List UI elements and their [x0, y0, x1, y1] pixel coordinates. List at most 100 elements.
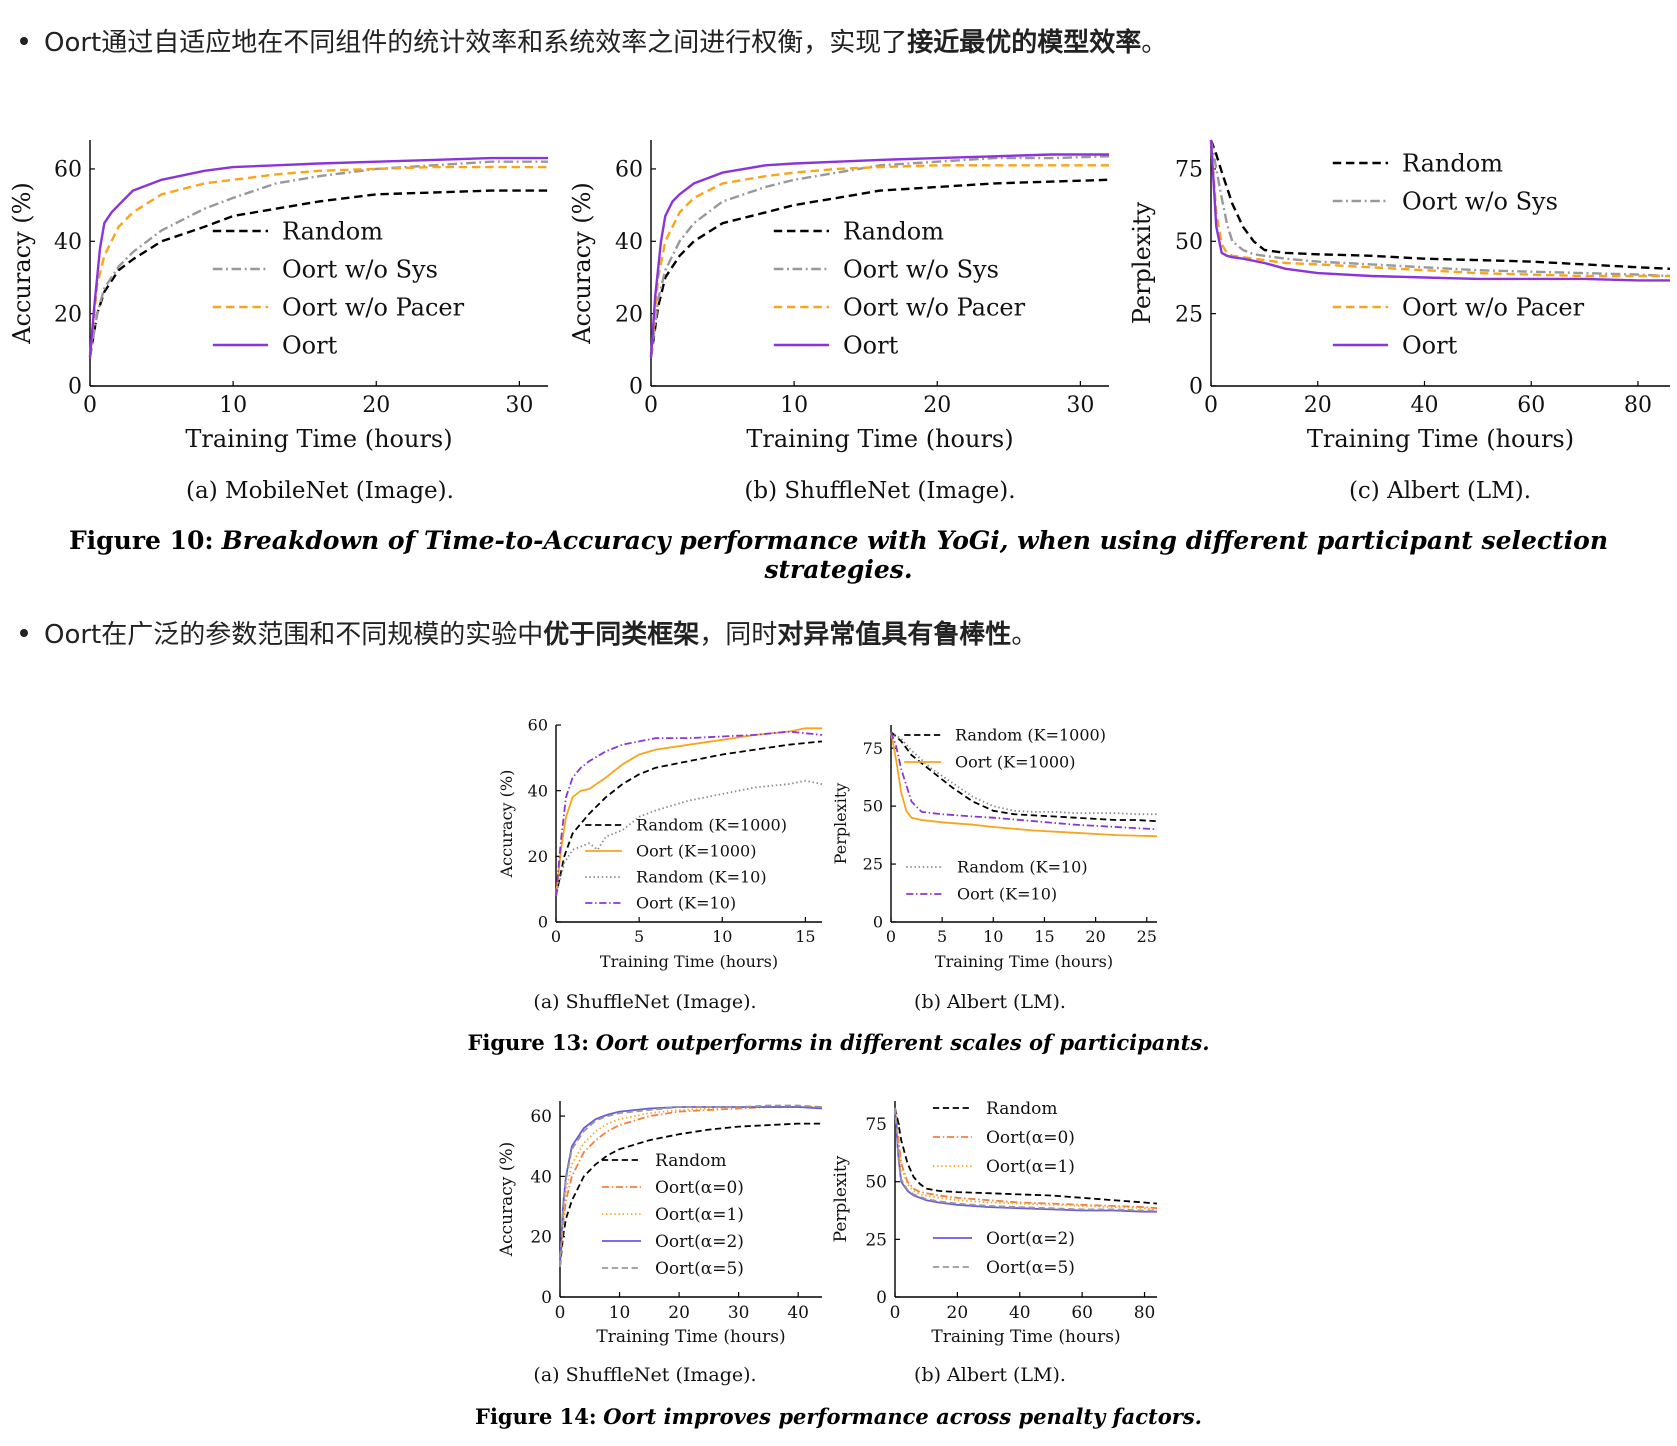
x-tick-label: 5 [937, 927, 947, 946]
legend-label: Oort(α=5) [986, 1258, 1075, 1278]
legend-label: Oort(α=0) [655, 1178, 744, 1198]
series-line-1 [88, 189, 548, 358]
x-tick-label: 15 [1034, 927, 1054, 946]
y-axis-label: Accuracy (%) [8, 182, 36, 345]
legend-label: Random (K=10) [636, 868, 767, 887]
bullet-1-bold: 接近最优的模型效率 [907, 28, 1142, 58]
legend-label: Oort(α=0) [986, 1128, 1075, 1148]
y-axis-label: Accuracy (%) [497, 770, 516, 879]
bullet-2-mid: ，同时 [699, 620, 778, 650]
subcaption-f13a: (a) ShuffleNet (Image). [533, 991, 757, 1013]
y-tick-label: 20 [528, 847, 548, 866]
series-line-4 [1209, 139, 1670, 282]
figure-13-title: Oort outperforms in different scales of … [595, 1030, 1210, 1055]
x-tick-label: 40 [1009, 1303, 1031, 1323]
legend-label: Oort w/o Sys [1402, 187, 1558, 215]
y-tick-label: 20 [615, 302, 643, 327]
series-line-2 [1209, 139, 1671, 278]
legend-label: Oort [843, 331, 899, 359]
figure-14-caption: Figure 14: Oort improves performance acr… [0, 1404, 1677, 1429]
y-tick-label: 60 [530, 1107, 552, 1127]
y-tick-label: 50 [863, 797, 883, 816]
bullet-1-end: 。 [1141, 28, 1168, 58]
legend-label: Random [843, 217, 944, 245]
y-tick-label: 75 [1175, 158, 1203, 183]
figure-13-label: Figure 13: [467, 1030, 590, 1055]
x-axis-label: Training Time (hours) [935, 952, 1113, 971]
legend-label: Oort [282, 331, 338, 359]
bullet-1: Oort通过自适应地在不同组件的统计效率和系统效率之间进行权衡，实现了接近最优的… [20, 22, 1167, 59]
legend-label: Random (K=10) [957, 858, 1088, 877]
y-tick-label: 0 [629, 375, 643, 400]
legend-label: Random [1402, 149, 1503, 177]
x-tick-label: 20 [1085, 927, 1105, 946]
subcaption-f10c: (c) Albert (LM). [1348, 478, 1532, 504]
series-line-1 [649, 178, 1110, 358]
x-tick-label: 20 [362, 393, 390, 418]
x-tick-label: 30 [1066, 393, 1094, 418]
bullet-2-text: Oort在广泛的参数范围和不同规模的实验中 [44, 620, 544, 650]
series-line-3 [649, 164, 1109, 358]
y-tick-label: 20 [54, 302, 82, 327]
legend-label: Oort (K=1000) [636, 842, 756, 861]
bullet-2: Oort在广泛的参数范围和不同规模的实验中优于同类框架，同时对异常值具有鲁棒性。 [20, 614, 1037, 651]
subcaption-f14a: (a) ShuffleNet (Image). [533, 1364, 757, 1386]
y-tick-label: 25 [865, 1230, 887, 1250]
series-line-2 [555, 727, 822, 896]
x-tick-label: 10 [983, 927, 1003, 946]
x-tick-label: 0 [83, 393, 97, 418]
series-line-1 [555, 740, 823, 896]
y-tick-label: 25 [1175, 302, 1203, 327]
y-tick-label: 0 [876, 1288, 887, 1308]
series-line-3 [88, 165, 548, 358]
bullet-2-end: 。 [1011, 620, 1038, 650]
bullet-dot [20, 628, 28, 637]
legend-label: Oort (K=1000) [955, 753, 1075, 772]
x-axis-label: Training Time (hours) [185, 425, 452, 453]
legend-label: Oort(α=1) [655, 1205, 744, 1225]
y-tick-label: 60 [54, 158, 82, 183]
series-line-1 [559, 1122, 822, 1267]
legend-label: Oort [1402, 331, 1458, 359]
x-tick-label: 30 [505, 393, 533, 418]
x-tick-label: 20 [668, 1303, 690, 1323]
x-tick-label: 0 [555, 1303, 566, 1323]
series-line-4 [649, 153, 1109, 358]
legend-label: Oort(α=5) [655, 1259, 744, 1279]
y-axis-label: Perplexity [1128, 201, 1156, 324]
subcaption-f10b: (b) ShuffleNet (Image). [744, 478, 1016, 504]
y-tick-label: 50 [865, 1173, 887, 1193]
x-tick-label: 10 [609, 1303, 631, 1323]
x-axis-label: Training Time (hours) [1307, 425, 1574, 453]
legend-label: Oort w/o Pacer [282, 293, 465, 321]
series-line-2 [88, 160, 548, 358]
legend-label: Oort (K=10) [636, 894, 736, 913]
x-tick-label: 60 [1517, 393, 1545, 418]
bullet-2-bold-1: 优于同类框架 [543, 620, 700, 650]
x-tick-label: 20 [1304, 393, 1332, 418]
y-tick-label: 60 [528, 716, 548, 735]
x-tick-label: 10 [712, 927, 732, 946]
series-line-3 [555, 779, 823, 896]
y-tick-label: 50 [1175, 230, 1203, 255]
y-tick-label: 40 [530, 1167, 552, 1187]
legend-label: Oort w/o Pacer [1402, 293, 1585, 321]
y-tick-label: 0 [541, 1288, 552, 1308]
figure-10-caption: Figure 10: Breakdown of Time-to-Accuracy… [0, 526, 1677, 584]
legend-label: Oort w/o Sys [282, 255, 438, 283]
x-tick-label: 20 [923, 393, 951, 418]
x-tick-label: 0 [1204, 393, 1218, 418]
x-tick-label: 20 [947, 1303, 969, 1323]
legend-label: Oort w/o Sys [843, 255, 999, 283]
legend-label: Random [655, 1151, 727, 1171]
legend-label: Random (K=1000) [955, 726, 1106, 745]
y-tick-label: 60 [615, 158, 643, 183]
x-tick-label: 0 [886, 927, 896, 946]
x-tick-label: 80 [1624, 393, 1652, 418]
y-axis-label: Perplexity [831, 783, 850, 865]
y-tick-label: 75 [863, 739, 883, 758]
